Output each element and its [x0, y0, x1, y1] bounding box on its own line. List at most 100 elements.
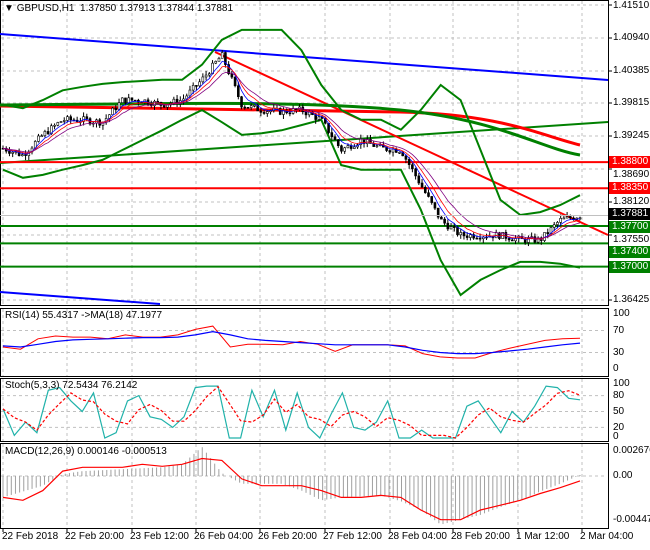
- candle-body: [452, 226, 456, 228]
- macd-label: MACD(12,26,9) 0.000146 -0.000513: [5, 446, 167, 457]
- time-label: 22 Feb 20:00: [65, 531, 124, 542]
- candle-body: [8, 150, 11, 154]
- candle-body: [427, 192, 430, 197]
- price-tag: 1.38800: [609, 156, 650, 168]
- candle-body: [459, 232, 463, 236]
- price-tag: 1.37400: [609, 246, 650, 258]
- blue-trend-line-lower: [0, 291, 161, 305]
- price-axis-label: 1.37550: [613, 234, 650, 245]
- price-tag: 1.37000: [609, 261, 650, 273]
- candle-body: [162, 105, 166, 108]
- macd-signal-line: [2, 457, 581, 521]
- red-trend-line: [214, 51, 609, 236]
- candle-body: [243, 106, 247, 109]
- candle-body: [333, 136, 337, 141]
- price-axis-label: 1.40385: [613, 65, 650, 76]
- time-label: 28 Feb 04:00: [388, 531, 447, 542]
- candle-body: [556, 222, 559, 225]
- stoch-axis-label: 80: [613, 390, 625, 401]
- candle-body: [240, 96, 243, 108]
- candle-body: [11, 151, 14, 154]
- price-axis-label: 1.39815: [613, 97, 650, 108]
- macd-axis-label: 0.002676: [613, 445, 650, 456]
- candle-body: [420, 182, 424, 188]
- bollinger-upper-band: [2, 28, 581, 217]
- candle-body: [546, 232, 550, 235]
- macd-panel: [0, 443, 609, 529]
- time-label: 22 Feb 2018: [2, 531, 59, 542]
- candle-body: [59, 121, 63, 123]
- red-moving-average: [0, 104, 581, 147]
- stoch-label: Stoch(5,3,3) 72.5434 76.2142: [5, 380, 138, 391]
- candle-body: [562, 217, 566, 220]
- candle-body: [462, 232, 466, 237]
- candle-body: [56, 122, 60, 126]
- candle-body: [559, 218, 562, 223]
- price-axis-label: 1.36425: [613, 294, 650, 305]
- candle-body: [388, 150, 392, 153]
- candle-body: [504, 232, 508, 239]
- time-label: 26 Feb 20:00: [258, 531, 317, 542]
- price-axis-label: 1.38120: [613, 196, 650, 207]
- candle-body: [343, 147, 346, 152]
- macd-axis-label: 0.00: [613, 470, 633, 481]
- candle-body: [336, 139, 340, 147]
- candle-body: [307, 111, 311, 116]
- main-chart-panel: [0, 0, 609, 306]
- candle-body: [253, 104, 256, 107]
- candle-body: [233, 76, 237, 87]
- candle-body: [201, 76, 205, 83]
- candle-body: [511, 239, 514, 242]
- rsi-axis-label: 70: [613, 325, 625, 336]
- bollinger-lower-band: [2, 108, 581, 297]
- stoch-axis-label: 50: [613, 406, 625, 417]
- candle-body: [449, 226, 453, 230]
- price-tag: 1.38350: [609, 182, 650, 194]
- candle-body: [549, 227, 553, 235]
- candle-body: [465, 235, 469, 238]
- stoch-main-line: [2, 385, 581, 440]
- candle-body: [446, 222, 450, 230]
- chart-header: ▼ GBPUSD,H1 1.37850 1.37913 1.37844 1.37…: [4, 3, 233, 14]
- price-axis-label: 1.40940: [613, 32, 650, 43]
- time-label: 26 Feb 04:00: [194, 531, 253, 542]
- candle-body: [66, 116, 69, 121]
- candle-body: [433, 202, 437, 209]
- candle-body: [423, 186, 427, 194]
- candle-body: [114, 107, 118, 111]
- candle-body: [472, 234, 475, 239]
- candle-body: [62, 120, 66, 122]
- collapse-triangle-icon[interactable]: ▼: [4, 3, 14, 14]
- price-tag: 1.37700: [609, 221, 650, 233]
- candle-body: [166, 104, 169, 108]
- stoch-axis-label: 20: [613, 422, 625, 433]
- price-axis-label: 1.39245: [613, 130, 650, 141]
- candle-body: [262, 112, 266, 114]
- candle-body: [227, 64, 230, 75]
- rsi-ma-line: [2, 330, 581, 355]
- candle-body: [417, 175, 421, 184]
- candle-body: [527, 237, 530, 243]
- candle-body: [120, 97, 124, 103]
- rsi-axis-label: 0: [613, 363, 619, 374]
- candle-body: [443, 218, 446, 224]
- candle-body: [317, 116, 321, 120]
- open-value: 1.37850: [80, 3, 117, 14]
- time-label: 1 Mar 12:00: [516, 531, 570, 542]
- candle-body: [398, 152, 401, 154]
- candle-body: [230, 73, 234, 78]
- stoch-axis-label: 100: [613, 378, 630, 389]
- candle-body: [552, 224, 556, 228]
- rsi-axis-label: 30: [613, 347, 625, 358]
- candle-body: [269, 110, 272, 113]
- candle-body: [569, 216, 572, 219]
- candle-body: [191, 85, 195, 91]
- candle-body: [436, 207, 440, 218]
- macd-axis-label: -0.004472: [613, 514, 650, 525]
- candle-body: [204, 74, 208, 78]
- candle-body: [43, 131, 47, 137]
- candle-body: [50, 125, 53, 135]
- candle-body: [369, 138, 372, 144]
- green-moving-average: [0, 101, 581, 157]
